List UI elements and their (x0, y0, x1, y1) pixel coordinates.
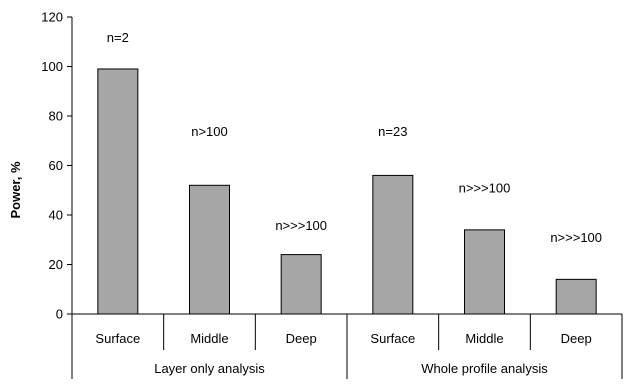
y-tick-label: 40 (49, 208, 63, 223)
bar (464, 229, 505, 315)
bar (555, 278, 597, 315)
bar-annotation: n>>>100 (275, 218, 327, 233)
bar-annotation: n>100 (191, 124, 228, 139)
plot-area: 0 20 40 60 80 100 120 Surface n=2 Middle n>100 Deep… (41, 10, 623, 379)
bar (97, 68, 139, 315)
x-category-label: Deep (286, 331, 317, 346)
bar-annotation: n>>>100 (550, 230, 602, 245)
bar-annotation: n>>>100 (459, 181, 511, 196)
x-category-label: Middle (465, 331, 503, 346)
group-label: Layer only analysis (154, 361, 265, 376)
y-tick-label: 60 (49, 158, 63, 173)
x-category-label: Middle (190, 331, 228, 346)
bar-annotation: n=2 (107, 30, 129, 45)
x-category-label: Deep (561, 331, 592, 346)
y-tick-label: 120 (41, 10, 63, 25)
group-label: Whole profile analysis (421, 361, 548, 376)
x-category-label: Surface (95, 331, 140, 346)
y-tick-label: 0 (56, 307, 63, 322)
y-axis-label: Power, % (8, 161, 23, 219)
x-category-label: Surface (370, 331, 415, 346)
bar (280, 254, 322, 315)
bar-annotation: n=23 (378, 124, 407, 139)
bar (372, 174, 414, 315)
y-tick-label: 20 (49, 257, 63, 272)
y-tick-label: 80 (49, 109, 63, 124)
bar (189, 184, 230, 315)
y-tick-label: 100 (41, 59, 63, 74)
